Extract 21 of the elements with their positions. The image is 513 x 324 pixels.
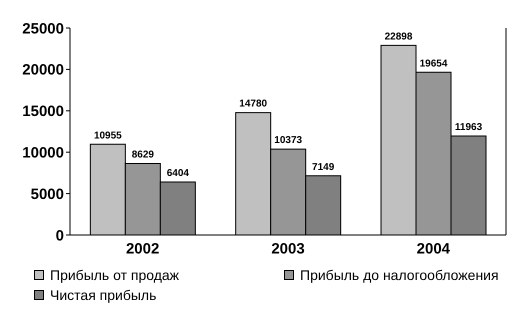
data-label: 7149 [312, 162, 335, 173]
y-tick-label: 5000 [30, 186, 64, 203]
data-label: 22898 [384, 31, 413, 42]
x-tick-label: 2002 [126, 240, 160, 258]
data-label: 11963 [454, 122, 483, 133]
data-label: 10955 [94, 130, 122, 142]
legend-label: Чистая прибыль [50, 287, 156, 303]
data-label: 10373 [274, 135, 303, 146]
legend-label: Прибыль от продаж [50, 267, 180, 283]
data-label: 8629 [132, 150, 154, 161]
data-label: 14780 [239, 98, 268, 110]
y-tick-label: 20000 [22, 62, 64, 79]
y-tick-label: 0 [56, 227, 64, 244]
y-tick-label: 15000 [22, 103, 64, 120]
data-label: 19654 [420, 58, 448, 70]
legend-label: Прибыль до налогообложения [300, 267, 499, 283]
data-label: 6404 [166, 168, 190, 179]
y-tick-label: 10000 [22, 144, 64, 162]
x-tick-label: 2004 [416, 240, 451, 258]
y-tick-label: 25000 [22, 20, 64, 38]
x-tick-label: 2003 [271, 240, 305, 258]
